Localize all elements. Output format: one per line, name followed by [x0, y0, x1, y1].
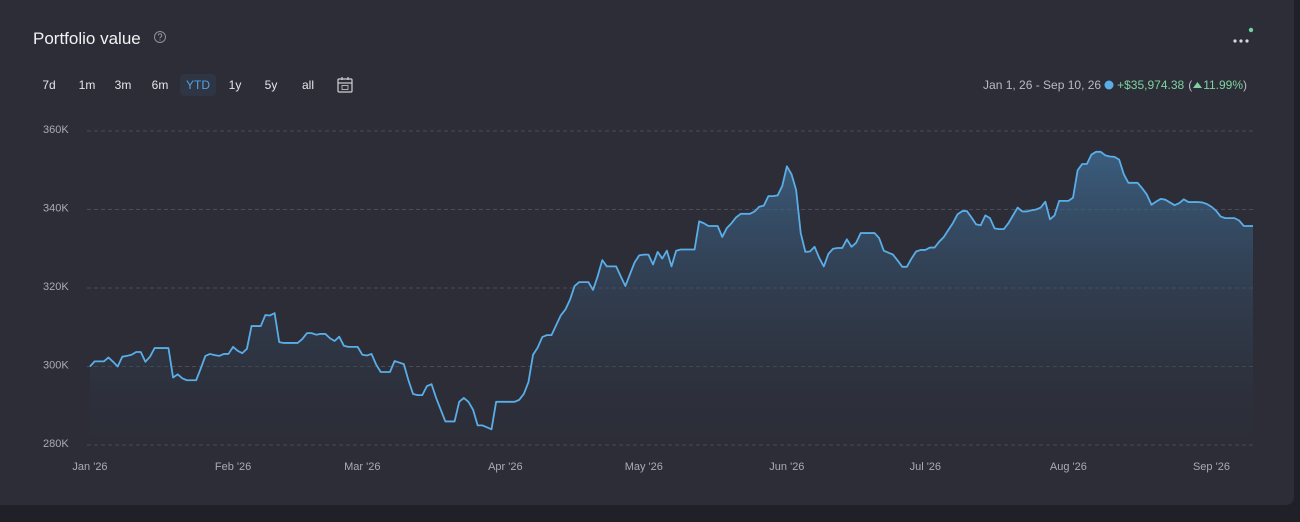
- y-tick-label: 280K: [43, 438, 69, 450]
- card: Portfolio value 7d 1m 3m 6m YTD 1y 5y all Jan 1…: [0, 0, 1294, 505]
- x-tick-label: Apr '26: [488, 461, 523, 473]
- y-tick-label: 340K: [43, 202, 69, 214]
- help-icon[interactable]: [154, 30, 168, 44]
- x-tick-label: Mar '26: [344, 461, 380, 473]
- range-button[interactable]: YTD: [180, 74, 216, 96]
- x-tick-label: May '26: [625, 461, 663, 473]
- up-arrow: [1193, 82, 1203, 88]
- range-button[interactable]: 7d: [42, 78, 56, 92]
- title: Portfolio value: [33, 29, 141, 48]
- date-range: Jan 1, 26 - Sep 10, 26: [983, 78, 1102, 92]
- line: [89, 150, 1253, 431]
- paren-close: ): [1243, 78, 1247, 92]
- x-tick-label: Feb '26: [215, 461, 251, 473]
- menu-icon[interactable]: [1230, 24, 1258, 48]
- series-dot: [1104, 80, 1114, 90]
- change-value: +$35,974.38: [1117, 78, 1185, 92]
- calendar-icon[interactable]: [336, 76, 354, 94]
- y-tick-label: 300K: [43, 359, 69, 371]
- chart: 280K 300K 320K 340K 360K Jan '26 Feb '26 Mar '2…: [43, 124, 1253, 473]
- range-button[interactable]: 1y: [228, 78, 242, 92]
- range-button[interactable]: 6m: [151, 78, 169, 92]
- range-button[interactable]: 5y: [264, 78, 278, 92]
- x-tick-label: Jun '26: [769, 461, 804, 473]
- x-tick-label: Jan '26: [72, 461, 107, 473]
- y-tick-label: 320K: [43, 281, 69, 293]
- range-button[interactable]: 1m: [78, 78, 96, 92]
- summary: Jan 1, 26 - Sep 10, 26 +$35,974.38 ( 11.…: [983, 78, 1247, 92]
- x-tick-label: Jul '26: [910, 461, 941, 473]
- x-tick-label: Aug '26: [1050, 461, 1087, 473]
- range-button[interactable]: 3m: [114, 78, 132, 92]
- x-tick-label: Sep '26: [1193, 461, 1230, 473]
- area: [90, 151, 1253, 446]
- change-percent: 11.99%: [1203, 78, 1243, 92]
- paren-open: (: [1188, 78, 1193, 92]
- range-button[interactable]: all: [301, 78, 315, 92]
- y-tick-label: 360K: [43, 124, 69, 136]
